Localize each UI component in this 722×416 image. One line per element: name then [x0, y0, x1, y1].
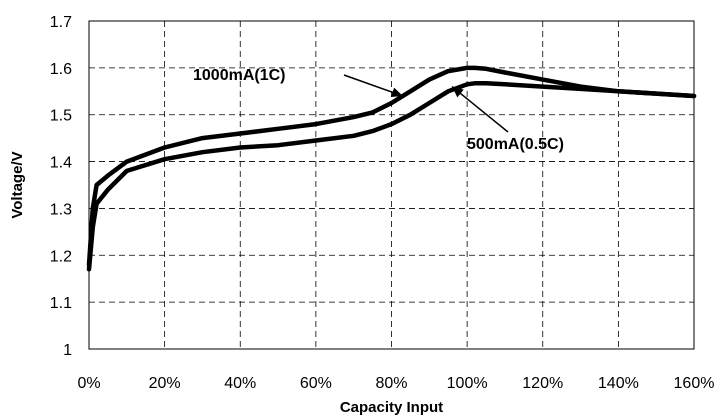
annotations: 1000mA(1C) 500mA(0.5C)	[193, 67, 564, 153]
x-tick-labels: 0% 20% 40% 60% 80% 100% 120% 140% 160%	[77, 375, 714, 392]
x-tick-label: 160%	[674, 375, 715, 392]
grid	[89, 21, 694, 349]
y-tick-label: 1	[63, 342, 72, 359]
annotation-arrowhead	[452, 86, 464, 98]
y-tick-label: 1.4	[50, 155, 72, 172]
x-tick-label: 120%	[522, 375, 563, 392]
y-tick-labels: 1 1.1 1.2 1.3 1.4 1.5 1.6 1.7	[50, 14, 72, 359]
annotation-label: 1000mA(1C)	[193, 67, 285, 84]
y-tick-label: 1.1	[50, 295, 72, 312]
x-tick-label: 20%	[149, 375, 181, 392]
annotation-arrowhead	[390, 87, 403, 97]
x-tick-label: 40%	[224, 375, 256, 392]
y-axis-title: Voltage/V	[9, 151, 26, 218]
x-axis-title: Capacity Input	[340, 399, 443, 416]
y-tick-label: 1.7	[50, 14, 72, 31]
series-lines	[86, 65, 697, 272]
y-tick-label: 1.5	[50, 108, 72, 125]
series-line-1	[86, 65, 697, 267]
y-tick-label: 1.6	[50, 61, 72, 78]
annotation-label: 500mA(0.5C)	[467, 136, 564, 153]
x-tick-label: 0%	[77, 375, 100, 392]
x-tick-label: 140%	[598, 375, 639, 392]
y-tick-label: 1.2	[50, 248, 72, 265]
x-tick-label: 100%	[447, 375, 488, 392]
plot-frame	[88, 20, 695, 350]
y-tick-label: 1.3	[50, 201, 72, 218]
x-tick-label: 60%	[300, 375, 332, 392]
x-tick-label: 80%	[375, 375, 407, 392]
annotation-arrow	[451, 86, 509, 133]
series-line-2	[86, 81, 697, 272]
